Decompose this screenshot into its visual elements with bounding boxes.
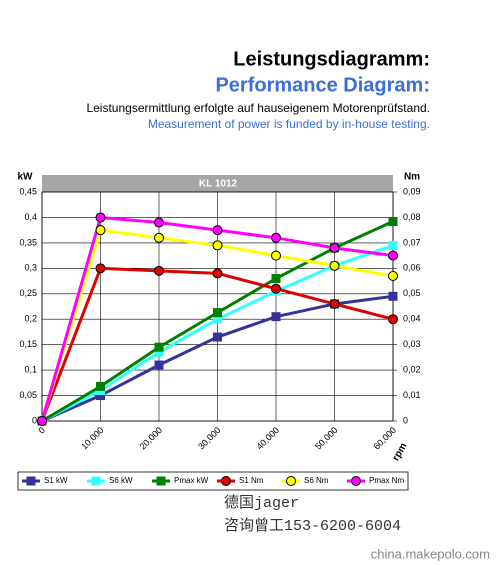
y-tick-label: 0,4 bbox=[24, 212, 37, 222]
data-point bbox=[212, 240, 223, 251]
y-tick-label: 0,2 bbox=[24, 314, 37, 324]
title: Leistungsdiagramm: bbox=[233, 48, 430, 70]
data-point bbox=[329, 242, 340, 253]
y2-tick-label: 0,09 bbox=[403, 186, 421, 196]
data-point bbox=[96, 381, 105, 391]
legend-marker bbox=[351, 476, 361, 486]
legend-label: Pmax Nm bbox=[369, 476, 404, 485]
legend-label: S6 kW bbox=[109, 476, 133, 485]
chart-label: KL 1012 bbox=[199, 179, 238, 190]
data-point bbox=[388, 217, 398, 227]
y2-tick-label: 0,06 bbox=[403, 263, 421, 273]
data-point bbox=[388, 270, 398, 281]
data-point bbox=[212, 268, 223, 279]
y-tick-label: 0,3 bbox=[24, 263, 37, 273]
legend bbox=[17, 471, 409, 491]
legend-marker bbox=[221, 476, 231, 486]
x-tick-label: 40,000 bbox=[255, 425, 282, 452]
subtitle-en: Measurement of power is funded by in-hou… bbox=[148, 117, 430, 131]
title-en: Performance Diagram: bbox=[215, 74, 430, 96]
y-axis-label: kW bbox=[18, 172, 34, 183]
data-point bbox=[271, 250, 281, 261]
legend-label: Pmax kW bbox=[174, 476, 209, 485]
data-point bbox=[95, 225, 106, 236]
data-point bbox=[154, 217, 164, 228]
y2-tick-label: 0 bbox=[403, 415, 408, 425]
data-point bbox=[388, 240, 398, 250]
data-point bbox=[154, 342, 164, 352]
data-point bbox=[154, 232, 164, 243]
data-point bbox=[212, 225, 223, 236]
watermark: china.makepolo.com bbox=[371, 546, 490, 561]
data-point bbox=[154, 265, 164, 276]
data-point bbox=[95, 263, 106, 274]
y-tick-label: 0 bbox=[32, 415, 37, 425]
data-point bbox=[154, 360, 164, 370]
data-point bbox=[271, 274, 281, 284]
legend-marker bbox=[156, 476, 166, 486]
legend-label: S6 Nm bbox=[304, 476, 329, 485]
y2-tick-label: 0,08 bbox=[403, 212, 421, 222]
data-point bbox=[388, 314, 398, 325]
data-point bbox=[95, 212, 106, 223]
legend-label: S1 kW bbox=[44, 476, 68, 485]
data-point bbox=[271, 283, 281, 294]
y2-tick-label: 0,01 bbox=[403, 390, 421, 400]
data-point bbox=[213, 308, 222, 318]
y2-tick-label: 0,05 bbox=[403, 288, 421, 298]
legend-marker bbox=[286, 476, 296, 486]
data-point bbox=[213, 332, 222, 342]
contact-line: 德国jager bbox=[224, 493, 299, 512]
y-tick-label: 0,05 bbox=[19, 390, 37, 400]
y-tick-label: 0,45 bbox=[19, 186, 37, 196]
y-tick-label: 0,15 bbox=[19, 339, 37, 349]
y2-tick-label: 0,04 bbox=[403, 314, 421, 324]
data-point bbox=[329, 298, 340, 309]
x-tick-label: 50,000 bbox=[313, 425, 340, 452]
subtitle: Leistungsermittlung erfolgte auf hauseig… bbox=[86, 101, 430, 115]
x-tick-label: 10,000 bbox=[79, 425, 106, 452]
y2-tick-label: 0,07 bbox=[403, 237, 421, 247]
y2-tick-label: 0,03 bbox=[403, 339, 421, 349]
legend-marker bbox=[26, 476, 36, 486]
y-tick-label: 0,1 bbox=[24, 364, 37, 374]
chart-label-bar bbox=[42, 175, 393, 192]
x-tick-label: 20,000 bbox=[138, 425, 165, 452]
legend-marker bbox=[91, 476, 101, 486]
y-tick-label: 0,35 bbox=[19, 237, 37, 247]
x-tick-label: 0 bbox=[36, 425, 47, 436]
x-tick-label: 30,000 bbox=[196, 425, 223, 452]
data-point bbox=[329, 260, 340, 271]
data-point bbox=[388, 291, 398, 301]
y2-axis-label: Nm bbox=[404, 172, 420, 183]
data-point bbox=[37, 416, 47, 426]
data-point bbox=[271, 232, 281, 243]
y-tick-label: 0,25 bbox=[19, 288, 37, 298]
x-tick-label: 60,000 bbox=[372, 425, 399, 452]
legend-label: S1 Nm bbox=[239, 476, 264, 485]
x-axis-label: rpm bbox=[391, 441, 410, 463]
data-point bbox=[271, 312, 281, 322]
data-point bbox=[388, 250, 398, 261]
y2-tick-label: 0,02 bbox=[403, 364, 421, 374]
contact-line: 咨询曾工153-6200-6004 bbox=[224, 517, 401, 535]
